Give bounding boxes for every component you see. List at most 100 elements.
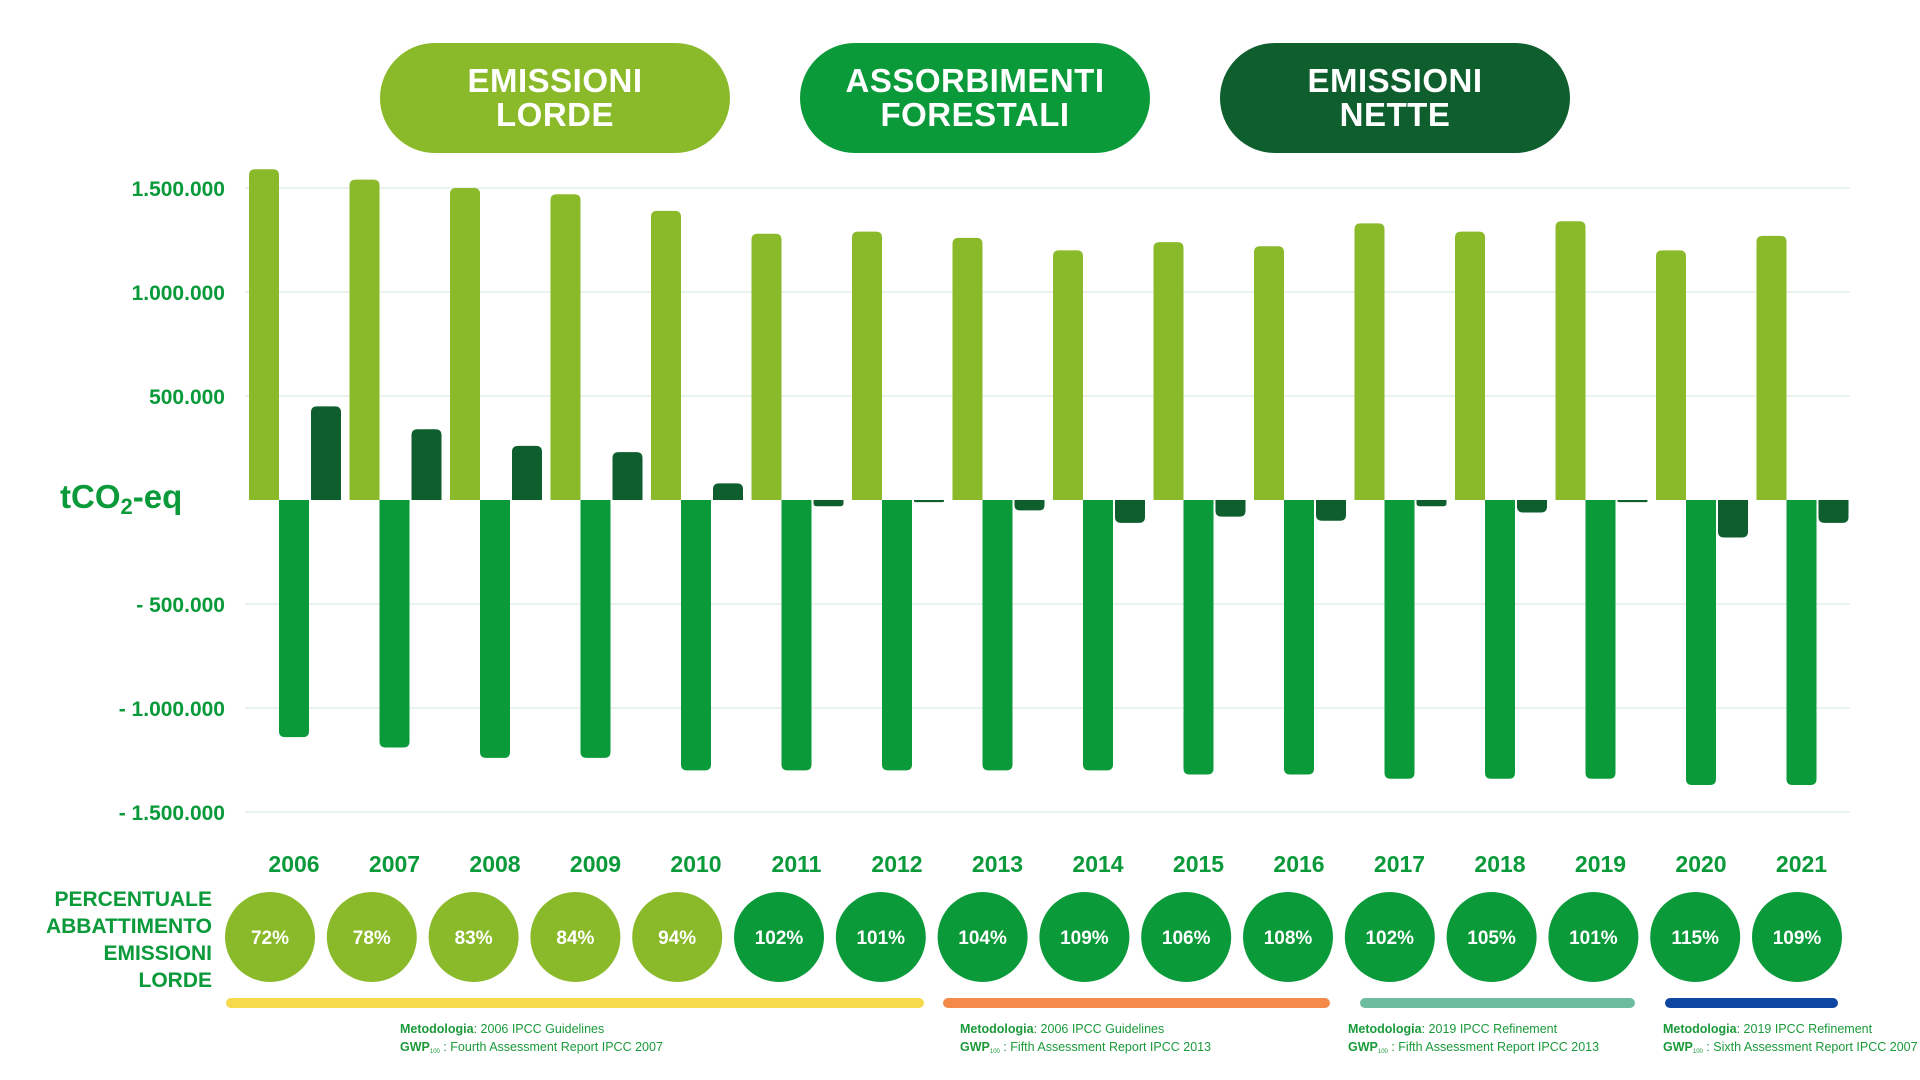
bar-gross-2016 (1254, 246, 1284, 500)
method-3-gwp: GWP (1348, 1040, 1378, 1054)
pct-label-line1: PERCENTUALE (54, 888, 212, 911)
methodology-bar-4 (1665, 998, 1838, 1008)
percent-circles: 72% 78% 83% 84% 94% 102% 101% 104% 109% 106% 108% 1… (225, 892, 1842, 982)
methodology-bar-3 (1360, 998, 1635, 1008)
percent-value-2006: 72% (251, 928, 289, 949)
bar-absorb-2013 (982, 500, 1013, 771)
y-tick-label-5: - 1.500.000 (119, 802, 225, 825)
bar-net-2017 (1416, 500, 1447, 507)
bar-absorb-2018 (1485, 500, 1515, 779)
bar-net-2014 (1115, 500, 1145, 523)
bar-gross-2015 (1153, 242, 1184, 500)
x-tick-label-2014: 2014 (1072, 851, 1123, 877)
method-3-label: Metodologia (1348, 1022, 1422, 1036)
bar-gross-2012 (852, 231, 882, 500)
percent-value-2012: 101% (856, 928, 905, 949)
percent-value-2019: 101% (1569, 928, 1618, 949)
percent-circle-2015 (1141, 892, 1232, 982)
percent-value-2010: 94% (658, 928, 696, 949)
x-tick-label-2009: 2009 (570, 851, 621, 877)
x-tick-label-2019: 2019 (1575, 851, 1626, 877)
bar-gross-2019 (1555, 221, 1586, 500)
bar-absorb-2017 (1384, 500, 1415, 779)
percent-circle-2013 (937, 892, 1028, 982)
x-tick-label-2015: 2015 (1173, 851, 1224, 877)
y-axis-label-sub: 2 (120, 494, 133, 519)
percent-circle-2008 (428, 892, 519, 982)
bar-absorb-2007 (379, 500, 410, 748)
bar-net-2013 (1014, 500, 1045, 511)
y-tick-label-0: 1.500.000 (132, 178, 225, 201)
bar-net-2007 (411, 429, 442, 500)
bar-gross-2011 (751, 233, 782, 500)
bar-absorb-2006 (279, 500, 309, 738)
legend-net-emissions: EMISSIONI NETTE (1220, 43, 1570, 153)
bar-net-2010 (713, 483, 743, 500)
bar-absorb-2016 (1284, 500, 1314, 775)
y-axis-label: tCO2-eq (60, 478, 182, 520)
bar-absorb-2014 (1083, 500, 1113, 771)
percent-circle-2012 (835, 892, 926, 982)
bar-gross-2021 (1756, 235, 1787, 500)
percent-value-2015: 106% (1162, 928, 1211, 949)
method-2-line2: : Fifth Assessment Report IPCC 2013 (999, 1040, 1212, 1054)
bar-gross-2013 (952, 237, 983, 501)
legend-gross-line1: EMISSIONI (467, 62, 643, 99)
bar-absorb-2012 (882, 500, 912, 771)
methodology-bar-2 (943, 998, 1330, 1008)
methodology-note-1: Metodologia: 2006 IPCC Guidelines GWP100… (400, 1020, 663, 1061)
method-1-line1: : 2006 IPCC Guidelines (473, 1022, 605, 1036)
percent-value-2020: 115% (1671, 928, 1719, 949)
legend-net-line1: EMISSIONI (1307, 62, 1483, 99)
method-1-line2: : Fourth Assessment Report IPCC 2007 (439, 1040, 663, 1054)
legend-net-line2: NETTE (1339, 96, 1451, 133)
method-4-label: Metodologia (1663, 1022, 1737, 1036)
methodology-bars (226, 998, 1838, 1008)
percent-circle-2018 (1446, 892, 1537, 982)
percent-circle-2017 (1344, 892, 1435, 982)
percent-circle-2016 (1243, 892, 1333, 982)
bar-absorb-2021 (1786, 500, 1817, 785)
bar-gross-2018 (1455, 231, 1485, 500)
methodology-note-4: Metodologia: 2019 IPCC Refinement GWP100… (1663, 1020, 1918, 1061)
bar-net-2008 (512, 445, 542, 500)
legend-forest-absorption: ASSORBIMENTI FORESTALI (800, 43, 1150, 153)
bar-net-2018 (1517, 500, 1547, 513)
x-tick-label-2011: 2011 (772, 851, 822, 877)
percent-circle-2006 (225, 892, 315, 982)
bar-net-2021 (1818, 500, 1849, 523)
method-4-line2: : Sixth Assessment Report IPCC 2007 (1702, 1040, 1918, 1054)
x-tick-label-2021: 2021 (1776, 851, 1827, 877)
x-tick-label-2006: 2006 (268, 851, 319, 877)
y-tick-label-3: - 500.000 (136, 594, 225, 617)
method-1-gwp-sub: 100 (429, 1049, 440, 1055)
bar-gross-2007 (349, 179, 380, 500)
bar-gross-2014 (1053, 250, 1083, 500)
method-2-label: Metodologia (960, 1022, 1034, 1036)
x-tick-label-2008: 2008 (469, 851, 520, 877)
percent-value-2011: 102% (755, 928, 804, 949)
percent-value-2008: 83% (455, 928, 493, 949)
pct-label-line3: EMISSIONI (103, 942, 212, 965)
pct-label-line4: LORDE (138, 969, 213, 992)
x-tick-label-2016: 2016 (1273, 851, 1324, 877)
bar-net-2011 (813, 500, 844, 507)
percent-value-2013: 104% (958, 928, 1007, 949)
percent-value-2007: 78% (353, 928, 391, 949)
bar-net-2016 (1316, 500, 1346, 521)
legend-absorb-line1: ASSORBIMENTI (845, 62, 1105, 99)
bar-absorb-2009 (580, 500, 611, 758)
percent-circle-2009 (530, 892, 621, 982)
percent-abatement-label: PERCENTUALE ABBATTIMENTO EMISSIONI LORDE (10, 886, 212, 994)
y-axis-label-suffix: -eq (132, 478, 183, 515)
bar-gross-2017 (1354, 223, 1385, 501)
bar-absorb-2011 (781, 500, 812, 771)
percent-circle-2011 (734, 892, 824, 982)
bar-absorb-2008 (480, 500, 510, 758)
percent-value-2017: 102% (1365, 928, 1414, 949)
x-tick-label-2013: 2013 (972, 851, 1023, 877)
methodology-bar-1 (226, 998, 924, 1008)
bar-gross-2009 (550, 194, 581, 501)
bar-net-2015 (1215, 500, 1246, 517)
percent-circle-2014 (1039, 892, 1130, 982)
